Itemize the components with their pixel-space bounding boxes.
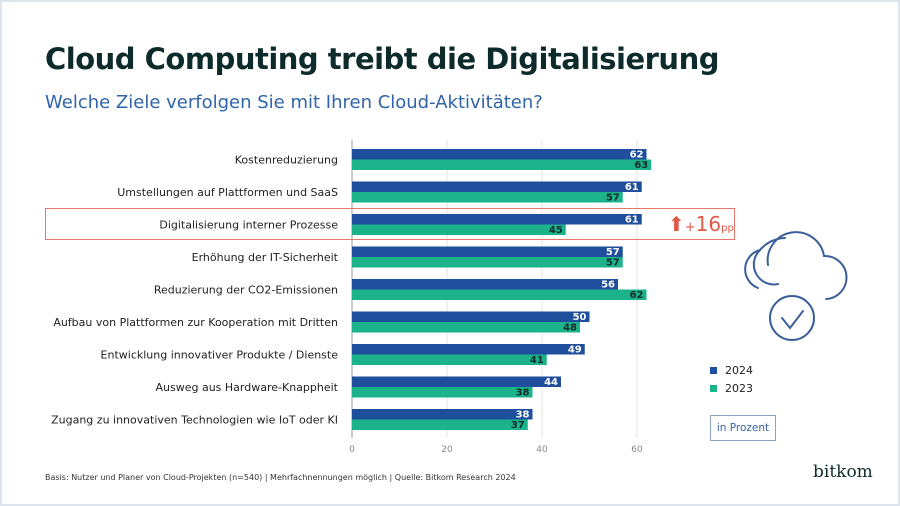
- x-tick-label: 60: [631, 445, 643, 455]
- bar-2023: [352, 224, 566, 235]
- data-label: 57: [606, 258, 620, 269]
- category-label: Zugang zu innovativen Technologien wie I…: [51, 414, 338, 427]
- unit-label: in Prozent: [710, 415, 776, 441]
- data-label: 63: [634, 160, 648, 171]
- arrow-up-icon: ⬆: [668, 212, 685, 236]
- category-label: Kostenreduzierung: [235, 154, 338, 167]
- x-tick-label: 20: [441, 445, 453, 455]
- bar-2023: [352, 192, 623, 203]
- page-title: Cloud Computing treibt die Digitalisieru…: [45, 42, 719, 76]
- category-label: Ausweg aus Hardware-Knappheit: [156, 381, 339, 394]
- bar-2023: [352, 257, 623, 268]
- legend-swatch: [710, 384, 717, 392]
- data-label: 61: [625, 215, 639, 226]
- category-label: Umstellungen auf Plattformen und SaaS: [117, 186, 338, 199]
- bar-2024: [352, 344, 585, 355]
- bar-2023: [352, 354, 547, 365]
- data-label: 38: [516, 410, 530, 421]
- category-label: Erhöhung der IT-Sicherheit: [192, 251, 339, 264]
- category-label: Entwicklung innovativer Produkte / Diens…: [101, 349, 339, 362]
- data-label: 61: [625, 182, 639, 193]
- bar-2023: [352, 419, 528, 430]
- data-label: 37: [511, 420, 525, 431]
- page-subtitle: Welche Ziele verfolgen Sie mit Ihren Clo…: [45, 92, 543, 113]
- data-label: 49: [568, 345, 582, 356]
- data-label: 50: [573, 312, 587, 323]
- bar-2024: [352, 279, 618, 290]
- legend-item-2024: 2024: [710, 361, 753, 379]
- bitkom-logo: bitkom: [813, 462, 873, 482]
- data-label: 57: [606, 193, 620, 204]
- bar-2024: [352, 376, 561, 387]
- data-label: 48: [563, 323, 577, 334]
- data-label: 62: [630, 150, 644, 161]
- x-tick-label: 40: [536, 445, 548, 455]
- data-label: 57: [606, 247, 620, 258]
- legend-swatch: [710, 366, 717, 374]
- category-label: Digitalisierung interner Prozesse: [159, 219, 338, 232]
- bar-2023: [352, 289, 647, 300]
- x-tick-label: 0: [349, 445, 355, 455]
- bar-2023: [352, 159, 652, 170]
- legend-item-2023: 2023: [710, 379, 753, 397]
- bar-2024: [352, 311, 590, 322]
- data-label: 62: [630, 290, 644, 301]
- data-label: 38: [516, 388, 530, 399]
- bar-2023: [352, 322, 580, 333]
- data-label: 44: [544, 377, 558, 388]
- category-label: Aufbau von Plattformen zur Kooperation m…: [53, 316, 338, 329]
- bar-2024: [352, 409, 533, 420]
- footnote: Basis: Nutzer und Planer von Cloud-Proje…: [45, 473, 516, 482]
- bar-2024: [352, 214, 642, 225]
- legend: 2024 2023: [710, 361, 753, 397]
- highlight-box: [45, 208, 735, 240]
- bar-2024: [352, 246, 623, 257]
- data-label: 41: [530, 355, 544, 366]
- bar-2023: [352, 387, 533, 398]
- data-label: 56: [601, 280, 615, 291]
- bar-2024: [352, 149, 647, 160]
- data-label: 45: [549, 225, 563, 236]
- category-label: Reduzierung der CO2-Emissionen: [154, 284, 338, 297]
- bar-2024: [352, 181, 642, 192]
- change-annotation: ⬆+16pp: [668, 212, 734, 236]
